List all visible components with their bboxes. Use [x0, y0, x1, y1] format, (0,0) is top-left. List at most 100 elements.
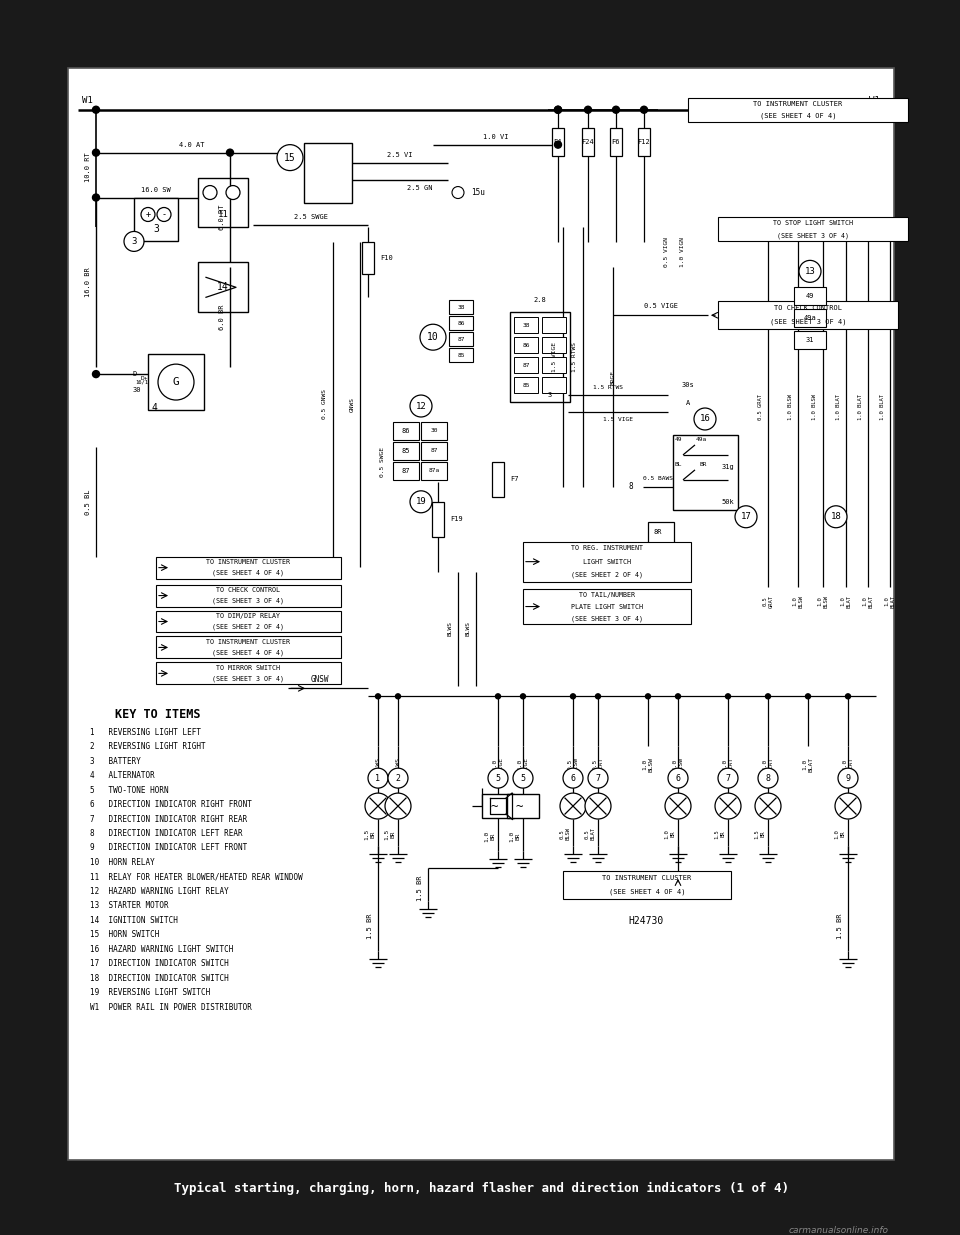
Text: 19: 19 [416, 498, 426, 506]
Text: 49: 49 [805, 293, 814, 299]
Text: 18  DIRECTION INDICATOR SWITCH: 18 DIRECTION INDICATOR SWITCH [90, 973, 228, 983]
Text: 1.0
BLAT: 1.0 BLAT [803, 757, 813, 772]
Text: 1.5 BR: 1.5 BR [837, 913, 843, 939]
Text: 6: 6 [676, 773, 681, 783]
Text: 1.0
BR: 1.0 BR [485, 830, 495, 841]
Text: 2: 2 [396, 773, 400, 783]
Circle shape [410, 490, 432, 513]
Bar [552, 127, 564, 156]
Circle shape [495, 694, 500, 699]
Text: 1.0
BLAT: 1.0 BLAT [723, 757, 733, 772]
Bar [156, 610, 341, 632]
Text: 1.5
BR: 1.5 BR [755, 829, 765, 839]
Bar [514, 357, 538, 373]
Text: W1: W1 [82, 96, 93, 105]
Bar [638, 127, 650, 156]
Bar [432, 501, 444, 537]
Text: 1.5 VIGE: 1.5 VIGE [553, 342, 558, 372]
Bar [393, 422, 419, 440]
Circle shape [588, 768, 608, 788]
Bar [610, 127, 622, 156]
Bar [673, 435, 738, 510]
Text: 87: 87 [430, 448, 438, 453]
Circle shape [570, 694, 575, 699]
Text: 13  STARTER MOTOR: 13 STARTER MOTOR [90, 902, 169, 910]
Bar [542, 337, 566, 353]
Text: F4: F4 [554, 138, 563, 144]
Bar [794, 288, 826, 305]
Circle shape [676, 694, 681, 699]
Text: 3: 3 [548, 391, 552, 398]
Text: 16  HAZARD WARNING LIGHT SWITCH: 16 HAZARD WARNING LIGHT SWITCH [90, 945, 233, 953]
Text: TO STOP LIGHT SWITCH: TO STOP LIGHT SWITCH [773, 221, 853, 226]
Text: 10.0 RT: 10.0 RT [85, 153, 91, 183]
Text: W1: W1 [869, 96, 880, 105]
Bar [523, 589, 691, 625]
Text: (SEE SHEET 4 OF 4): (SEE SHEET 4 OF 4) [212, 569, 284, 577]
Text: TO REG. INSTRUMENT: TO REG. INSTRUMENT [571, 546, 643, 551]
Circle shape [735, 506, 757, 527]
Text: 3: 3 [132, 237, 136, 246]
Text: 11  RELAY FOR HEATER BLOWER/HEATED REAR WINDOW: 11 RELAY FOR HEATER BLOWER/HEATED REAR W… [90, 872, 302, 882]
Text: 1.5 RTWS: 1.5 RTWS [572, 342, 578, 372]
Text: 1.5
BR: 1.5 BR [385, 829, 396, 840]
Text: (SEE SHEET 2 OF 4): (SEE SHEET 2 OF 4) [212, 624, 284, 630]
Text: BLWS: BLWS [447, 621, 452, 636]
Text: 15: 15 [284, 153, 296, 163]
Text: G: G [173, 377, 180, 387]
Text: 86: 86 [522, 342, 530, 348]
Circle shape [846, 694, 851, 699]
Bar [542, 357, 566, 373]
Circle shape [92, 106, 100, 114]
Text: -: - [161, 210, 166, 219]
Text: TO INSTRUMENT CLUSTER: TO INSTRUMENT CLUSTER [206, 559, 291, 566]
Text: 85: 85 [522, 383, 530, 388]
Text: 5: 5 [495, 773, 500, 783]
Text: 0.5 BL: 0.5 BL [85, 489, 91, 515]
Text: 87: 87 [457, 337, 465, 342]
Text: Typical starting, charging, horn, hazard flasher and direction indicators (1 of : Typical starting, charging, horn, hazard… [174, 1182, 788, 1194]
Text: 50: 50 [324, 195, 332, 200]
Bar [718, 217, 908, 241]
Text: 11: 11 [218, 210, 228, 219]
Bar [794, 309, 826, 327]
Text: TO CHECK CONTROL: TO CHECK CONTROL [217, 587, 280, 593]
Circle shape [595, 694, 601, 699]
Circle shape [227, 149, 233, 156]
Text: F10: F10 [380, 256, 393, 262]
Circle shape [365, 793, 391, 819]
Circle shape [157, 207, 171, 221]
Text: 2.8: 2.8 [534, 298, 546, 304]
Text: 49: 49 [674, 437, 682, 442]
Circle shape [805, 694, 810, 699]
Bar [156, 584, 341, 606]
Text: 12: 12 [416, 401, 426, 410]
Bar [421, 462, 447, 480]
Text: 1.0
BLSW: 1.0 BLSW [673, 757, 684, 772]
Text: (SEE SHEET 3 OF 4): (SEE SHEET 3 OF 4) [777, 232, 849, 238]
Text: 49a: 49a [695, 437, 707, 442]
Circle shape [141, 207, 155, 221]
Bar [148, 354, 204, 410]
Text: 4   ALTERNATOR: 4 ALTERNATOR [90, 771, 155, 781]
Circle shape [92, 370, 100, 378]
Bar [542, 317, 566, 333]
Circle shape [124, 231, 144, 252]
Bar [542, 377, 566, 393]
Circle shape [555, 106, 562, 114]
Text: 87: 87 [401, 468, 410, 474]
Text: 16.0 BR: 16.0 BR [85, 268, 91, 298]
Text: 10  HORN RELAY: 10 HORN RELAY [90, 858, 155, 867]
Text: D+: D+ [140, 375, 148, 380]
Circle shape [755, 793, 781, 819]
Circle shape [520, 694, 525, 699]
Bar [514, 377, 538, 393]
Text: 7   DIRECTION INDICATOR RIGHT REAR: 7 DIRECTION INDICATOR RIGHT REAR [90, 815, 248, 824]
Text: 2   REVERSING LIGHT RIGHT: 2 REVERSING LIGHT RIGHT [90, 742, 205, 751]
Text: 9: 9 [846, 773, 851, 783]
Circle shape [277, 144, 303, 170]
Bar [648, 521, 674, 543]
Circle shape [585, 106, 591, 114]
Text: 3: 3 [153, 225, 159, 235]
Circle shape [640, 106, 647, 114]
